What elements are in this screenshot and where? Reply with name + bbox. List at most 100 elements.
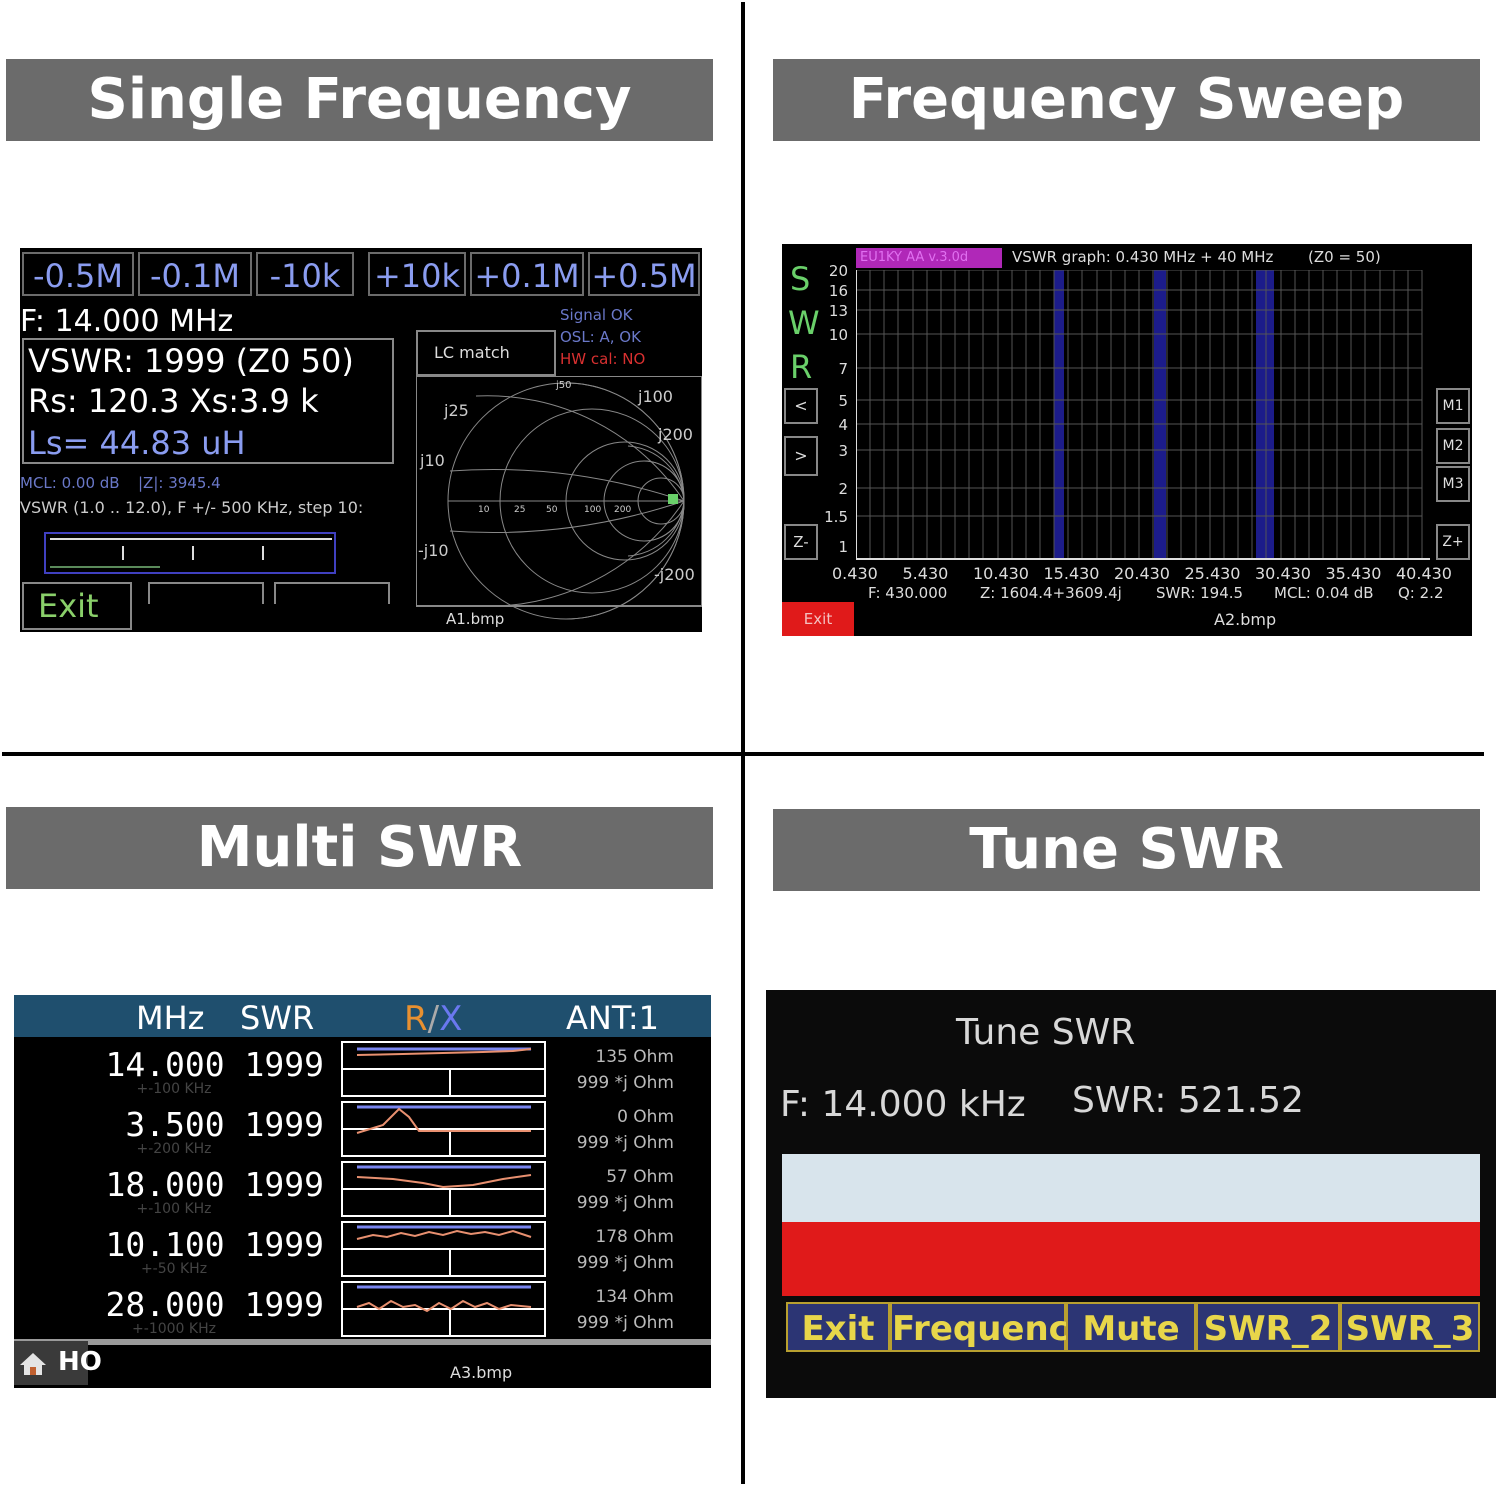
plus-05m-button[interactable]: +0.5M	[588, 252, 700, 296]
band-frequency-swr: 28.000 1999	[105, 1285, 324, 1324]
minus-10k-button[interactable]: -10k	[256, 252, 354, 296]
band-span: +-100 KHz	[136, 1081, 212, 1097]
single-frequency-heading: Single Frequency	[6, 59, 713, 141]
band-reactance: 999 *j Ohm	[576, 1193, 674, 1213]
q-readout: Q: 2.2	[1398, 584, 1444, 602]
band-row[interactable]: 10.100 1999 +-50 KHz 178 Ohm 999 *j Ohm	[14, 1221, 711, 1279]
x-tick-label: 40.430	[1396, 564, 1452, 583]
vswr-bar-frame	[44, 532, 336, 574]
scroll-left-button[interactable]: <	[784, 388, 818, 424]
tune-swr-heading: Tune SWR	[773, 809, 1480, 891]
exit-button[interactable]: Exit	[786, 1302, 890, 1352]
marker-m2-button[interactable]: M2	[1436, 428, 1470, 464]
band-resistance: 134 Ohm	[595, 1287, 674, 1307]
x-tick-label: 35.430	[1325, 564, 1382, 583]
y-tick-label: 1	[838, 538, 848, 556]
band-span: +-100 KHz	[136, 1201, 212, 1217]
smith-label-j50: j50	[555, 380, 572, 391]
measurement-box: VSWR: 1999 (Z0 50) Rs: 120.3 Xs:3.9 k Ls…	[22, 338, 394, 464]
x-tick-label: 10.430	[973, 564, 1029, 583]
mcl-readout: MCL: 0.04 dB	[1274, 584, 1374, 602]
plus-10k-button[interactable]: +10k	[368, 252, 466, 296]
band-graph	[341, 1041, 546, 1097]
exit-button[interactable]: Exit	[782, 602, 854, 636]
band-span: +-1000 KHz	[132, 1321, 216, 1337]
multi-swr-screen: MHz SWR R/X ANT:1 14.000 1999 +-100 KHz …	[14, 995, 711, 1388]
band-frequency-swr: 18.000 1999	[105, 1165, 324, 1204]
graph-grid	[856, 270, 1423, 560]
smith-label-j25: j25	[443, 401, 469, 420]
band-row[interactable]: 3.500 1999 +-200 KHz 0 Ohm 999 *j Ohm	[14, 1101, 711, 1159]
rx-slash: /	[427, 999, 440, 1039]
band-span: +-50 KHz	[140, 1261, 208, 1277]
mute-button[interactable]: Mute	[1066, 1302, 1196, 1352]
marker-m1-button[interactable]: M1	[1436, 388, 1470, 424]
band-graph-canvas	[343, 1225, 544, 1275]
band-row[interactable]: 14.000 1999 +-100 KHz 135 Ohm 999 *j Ohm	[14, 1041, 711, 1099]
swr-letter-s: S	[790, 260, 811, 298]
x-tick-label: 20.430	[1114, 564, 1170, 583]
y-tick-label: 13	[828, 302, 848, 320]
smith-chart-frame	[416, 376, 702, 607]
smith-label-minus-j200: -j200	[654, 565, 695, 584]
minus-05m-button[interactable]: -0.5M	[22, 252, 134, 296]
vswr-tick	[192, 546, 194, 560]
x-tick-label: 30.430	[1255, 564, 1311, 583]
x-tick-label: 15.430	[1043, 564, 1100, 583]
frequency-button[interactable]: Frequency	[890, 1302, 1091, 1352]
swr-3-button[interactable]: SWR_3	[1340, 1302, 1480, 1352]
frequency-sweep-screen: EU1KY AA v.3.0d VSWR graph: 0.430 MHz + …	[782, 244, 1472, 636]
softkey-2[interactable]	[148, 582, 264, 604]
r-header: R	[404, 999, 428, 1039]
home-icon	[20, 1353, 46, 1375]
vswr-graph-canvas	[856, 270, 1430, 560]
plus-01m-button[interactable]: +0.1M	[470, 252, 584, 296]
smith-label-r200: 200	[614, 505, 631, 515]
band-graph	[341, 1221, 546, 1277]
zoom-in-button[interactable]: Z+	[1436, 524, 1470, 560]
softkey-3[interactable]	[274, 582, 390, 604]
screenshot-caption: A2.bmp	[1214, 610, 1277, 629]
band-resistance: 0 Ohm	[617, 1107, 674, 1127]
vswr-bar-line	[50, 538, 332, 540]
single-frequency-screen: -0.5M -0.1M -10k +10k +0.1M +0.5M F: 14.…	[20, 248, 702, 632]
band-frequency-swr: 3.500 1999	[125, 1105, 324, 1144]
x-tick-label: 25.430	[1184, 564, 1241, 583]
mcl-readout: MCL: 0.00 dB	[20, 474, 120, 492]
band-resistance: 135 Ohm	[595, 1047, 674, 1067]
swr-2-button[interactable]: SWR_2	[1196, 1302, 1340, 1352]
scroll-right-button[interactable]: >	[784, 436, 818, 476]
vswr-level	[50, 566, 160, 568]
band-graph	[341, 1281, 546, 1337]
minus-01m-button[interactable]: -0.1M	[138, 252, 252, 296]
horizontal-divider	[2, 752, 1484, 756]
osl-status: OSL: A, OK	[560, 328, 641, 346]
inductance-readout: Ls= 44.83 uH	[28, 424, 246, 462]
band-row[interactable]: 18.000 1999 +-100 KHz 57 Ohm 999 *j Ohm	[14, 1161, 711, 1219]
band-graph	[341, 1161, 546, 1217]
antenna-indicator: ANT:1	[566, 999, 659, 1037]
lc-match-button[interactable]: LC match	[416, 330, 556, 376]
frequency-readout: F: 14.000 MHz	[20, 304, 234, 339]
rx-column-header: R/X	[404, 999, 462, 1039]
impedance-marker	[668, 494, 678, 504]
band-row[interactable]: 28.000 1999 +-1000 KHz 134 Ohm 999 *j Oh…	[14, 1281, 711, 1339]
vswr-range-label: VSWR (1.0 .. 12.0), F +/- 500 KHz, step …	[20, 498, 364, 517]
firmware-version-badge: EU1KY AA v.3.0d	[856, 248, 1002, 268]
smith-label-j200: j200	[657, 425, 693, 444]
band-graph-canvas	[343, 1047, 544, 1095]
band-reactance: 999 *j Ohm	[576, 1133, 674, 1153]
softkey-strip	[14, 1339, 711, 1345]
mhz-column-header: MHz	[136, 999, 205, 1037]
band-reactance: 999 *j Ohm	[576, 1253, 674, 1273]
zoom-out-button[interactable]: Z-	[784, 524, 818, 560]
band-graph-canvas	[343, 1165, 544, 1215]
smith-chart: j50 j25 j100 j200 j10 -j10 -j200 10 25 5…	[416, 376, 702, 628]
home-button[interactable]: HO	[14, 1341, 102, 1385]
exit-button[interactable]: Exit	[22, 582, 132, 630]
frequency-readout: F: 14.000 kHz	[780, 1084, 1026, 1125]
smith-label-j100: j100	[637, 387, 673, 406]
marker-m3-button[interactable]: M3	[1436, 466, 1470, 502]
band-resistance: 178 Ohm	[595, 1227, 674, 1247]
swr-letter-r: R	[790, 348, 813, 386]
